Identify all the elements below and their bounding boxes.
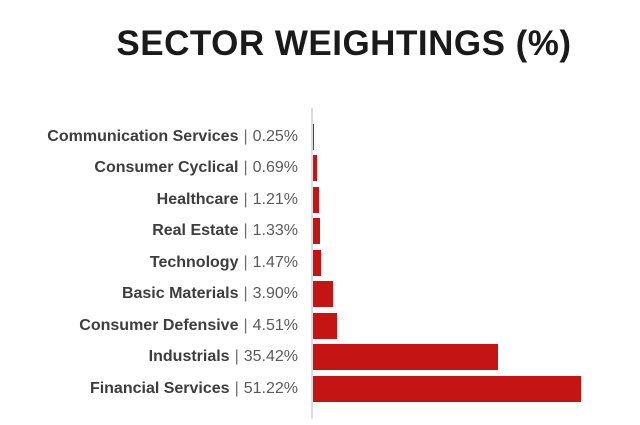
value-label: 1.21%: [252, 190, 298, 208]
row-label: Consumer Defensive | 4.51%: [0, 317, 298, 335]
chart-row: Financial Services | 51.22%: [0, 373, 640, 405]
value-label: 35.42%: [243, 348, 298, 366]
value-label: 4.51%: [252, 316, 298, 334]
chart-row: Healthcare | 1.21%: [0, 184, 640, 216]
bar-area: [313, 249, 321, 276]
category-label: Real Estate: [152, 222, 239, 240]
bar-area: [313, 123, 315, 150]
value-label: 51.22%: [243, 379, 298, 397]
category-label: Communication Services: [47, 127, 239, 145]
label-separator: |: [234, 348, 239, 366]
chart-row: Technology | 1.47%: [0, 247, 640, 279]
label-separator: |: [243, 285, 248, 303]
row-label: Consumer Cyclical | 0.69%: [0, 159, 298, 177]
bar: [313, 312, 337, 339]
value-label: 1.47%: [252, 253, 298, 271]
bar: [313, 218, 320, 245]
bar: [313, 375, 581, 402]
chart-row: Real Estate | 1.33%: [0, 216, 640, 248]
bar: [313, 155, 317, 182]
category-label: Financial Services: [89, 379, 230, 397]
chart-row: Basic Materials | 3.90%: [0, 279, 640, 311]
row-label: Industrials | 35.42%: [0, 348, 298, 366]
label-separator: |: [243, 253, 248, 271]
row-label: Financial Services | 51.22%: [0, 380, 298, 398]
row-label: Real Estate | 1.33%: [0, 222, 298, 240]
bar-area: [313, 375, 581, 402]
label-separator: |: [243, 222, 248, 240]
chart-rows: Communication Services | 0.25% Consumer Cyc…: [0, 121, 640, 405]
label-separator: |: [243, 159, 248, 177]
value-label: 3.90%: [252, 285, 298, 303]
bar-area: [313, 344, 499, 371]
category-label: Consumer Cyclical: [94, 159, 239, 177]
category-label: Consumer Defensive: [79, 316, 239, 334]
label-separator: |: [243, 190, 248, 208]
bar-area: [313, 155, 317, 182]
bar-area: [313, 218, 320, 245]
row-label: Communication Services | 0.25%: [0, 128, 298, 146]
value-label: 0.69%: [252, 159, 298, 177]
bar: [313, 123, 315, 150]
bar-area: [313, 281, 334, 308]
bar: [313, 249, 321, 276]
value-label: 1.33%: [252, 222, 298, 240]
chart-row: Industrials | 35.42%: [0, 342, 640, 374]
category-label: Industrials: [148, 348, 230, 366]
bar-area: [313, 186, 320, 213]
category-label: Basic Materials: [121, 285, 239, 303]
row-label: Basic Materials | 3.90%: [0, 285, 298, 303]
bar: [313, 281, 334, 308]
bar-area: [313, 312, 337, 339]
chart-row: Consumer Cyclical | 0.69%: [0, 153, 640, 185]
row-label: Technology | 1.47%: [0, 254, 298, 272]
row-label: Healthcare | 1.21%: [0, 191, 298, 209]
bar: [313, 344, 499, 371]
chart-title: SECTOR WEIGHTINGS (%): [116, 24, 572, 63]
category-label: Technology: [149, 253, 239, 271]
value-label: 0.25%: [252, 127, 298, 145]
chart-row: Communication Services | 0.25%: [0, 121, 640, 153]
y-axis-line: [311, 108, 313, 419]
label-separator: |: [243, 316, 248, 334]
chart-row: Consumer Defensive | 4.51%: [0, 310, 640, 342]
category-label: Healthcare: [156, 190, 239, 208]
label-separator: |: [243, 127, 248, 145]
bar: [313, 186, 320, 213]
label-separator: |: [234, 379, 239, 397]
